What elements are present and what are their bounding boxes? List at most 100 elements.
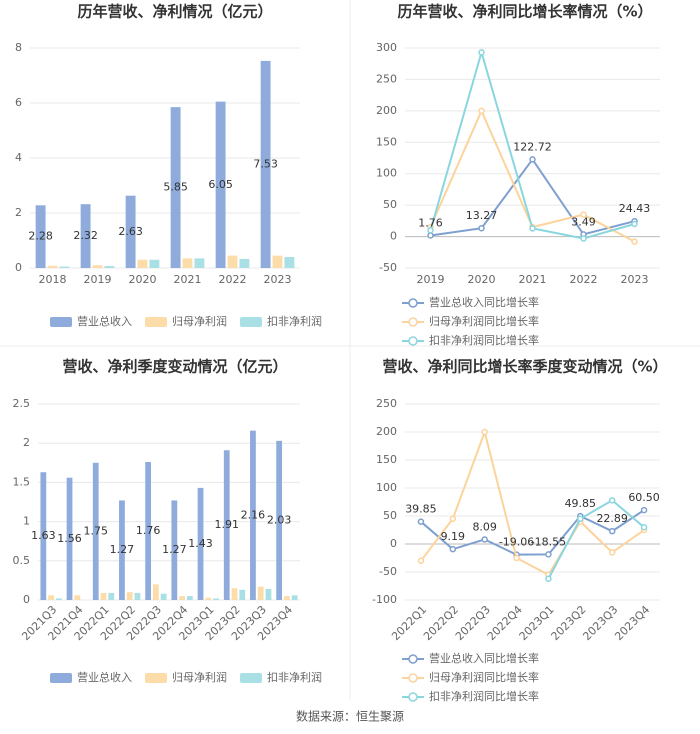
- data-label: 7.53: [253, 157, 278, 170]
- y-tick-label: 300: [376, 41, 397, 54]
- data-label: 22.89: [596, 512, 628, 525]
- bar: [48, 595, 54, 600]
- x-tick-label: 2021: [174, 273, 202, 286]
- bar: [239, 258, 250, 268]
- bar: [260, 60, 271, 268]
- data-label: 49.85: [565, 497, 597, 510]
- data-label: 2.32: [73, 229, 98, 242]
- bar: [47, 265, 58, 268]
- y-tick-label: 250: [376, 72, 397, 85]
- y-tick-label: 50: [383, 509, 397, 522]
- y-tick-label: 200: [376, 104, 397, 117]
- bar: [272, 255, 283, 268]
- point: [478, 107, 485, 115]
- legend-swatch: [50, 673, 72, 683]
- point: [640, 523, 648, 531]
- legend-swatch: [50, 317, 72, 327]
- legend-swatch: [408, 692, 418, 702]
- point: [478, 224, 485, 232]
- legend-swatch: [408, 654, 418, 664]
- data-label: 9.19: [441, 530, 466, 543]
- x-tick-label: 2021: [519, 273, 547, 286]
- data-label: 3.49: [571, 215, 596, 228]
- point: [529, 156, 536, 163]
- data-label: -18.55: [531, 535, 566, 548]
- bar: [137, 259, 148, 268]
- data-label: 2.28: [28, 230, 53, 243]
- bar: [257, 586, 264, 600]
- point: [580, 235, 587, 242]
- bar: [125, 195, 136, 268]
- bar: [276, 440, 283, 600]
- y-tick-label: 0: [15, 261, 22, 274]
- y-tick-label: 0: [390, 537, 397, 550]
- chart-title: 营收、净利季度变动情况（亿元）: [62, 358, 287, 376]
- data-label: 2.16: [241, 508, 266, 521]
- point: [417, 518, 425, 525]
- chart-title: 营收、净利同比增长率季度变动情况（%）: [382, 358, 667, 376]
- bar: [265, 589, 272, 600]
- y-tick-label: 150: [376, 453, 397, 466]
- point: [631, 220, 638, 228]
- data-label: 1.91: [214, 518, 239, 531]
- y-tick-label: 2: [15, 206, 22, 219]
- bar: [239, 589, 246, 600]
- point: [577, 515, 584, 523]
- y-tick-label: -50: [379, 565, 397, 578]
- point: [631, 238, 638, 245]
- bar: [40, 472, 47, 600]
- bar: [170, 107, 181, 268]
- y-tick-label: 0: [23, 593, 30, 606]
- y-tick-label: -50: [379, 261, 397, 274]
- y-tick-label: -100: [372, 593, 397, 606]
- data-label: 60.50: [628, 491, 660, 504]
- bar: [66, 477, 73, 600]
- bar: [213, 598, 219, 600]
- legend-swatch: [240, 317, 262, 327]
- bar: [92, 462, 99, 600]
- bar: [182, 258, 193, 268]
- y-tick-label: 100: [376, 167, 397, 180]
- source: 数据来源：恒生聚源: [296, 709, 404, 724]
- data-label: 1.56: [57, 532, 82, 545]
- line: [429, 108, 635, 243]
- data-label: 2.03: [267, 513, 292, 526]
- legend-swatch: [408, 673, 418, 683]
- data-label: 1.43: [188, 537, 213, 550]
- bar: [92, 265, 103, 268]
- legend-swatch: [408, 317, 418, 327]
- legend-label: 归母净利润: [172, 314, 227, 328]
- point: [449, 515, 457, 523]
- legend-label: 营业总收入: [77, 314, 132, 328]
- data-label: -19.06: [499, 536, 534, 549]
- x-tick-label: 2023: [264, 273, 292, 286]
- bar: [215, 101, 226, 268]
- y-tick-label: 2: [23, 436, 30, 449]
- point: [608, 527, 616, 535]
- y-tick-label: 8: [15, 41, 22, 54]
- bar: [149, 259, 160, 268]
- legend-swatch: [408, 298, 418, 308]
- data-label: 13.27: [466, 209, 498, 222]
- bar: [80, 204, 91, 268]
- bar: [223, 450, 230, 600]
- bar: [284, 257, 295, 268]
- bar: [108, 592, 115, 600]
- line: [420, 428, 645, 577]
- chart-title: 历年营收、净利同比增长率情况（%）: [397, 3, 652, 21]
- legend-label: 扣非净利润: [267, 314, 322, 328]
- bar: [291, 595, 298, 600]
- legend-label: 营业总收入同比增长率: [429, 295, 539, 309]
- point: [529, 225, 536, 232]
- legend-label: 营业总收入: [77, 670, 132, 684]
- y-tick-label: 250: [376, 397, 397, 410]
- line: [420, 509, 645, 556]
- point: [545, 551, 552, 558]
- point: [417, 557, 425, 565]
- y-tick-label: 4: [15, 151, 22, 164]
- bar: [231, 588, 238, 600]
- bar: [194, 258, 205, 268]
- legend-label: 扣非净利润: [267, 670, 322, 684]
- x-tick-label: 2019: [417, 273, 445, 286]
